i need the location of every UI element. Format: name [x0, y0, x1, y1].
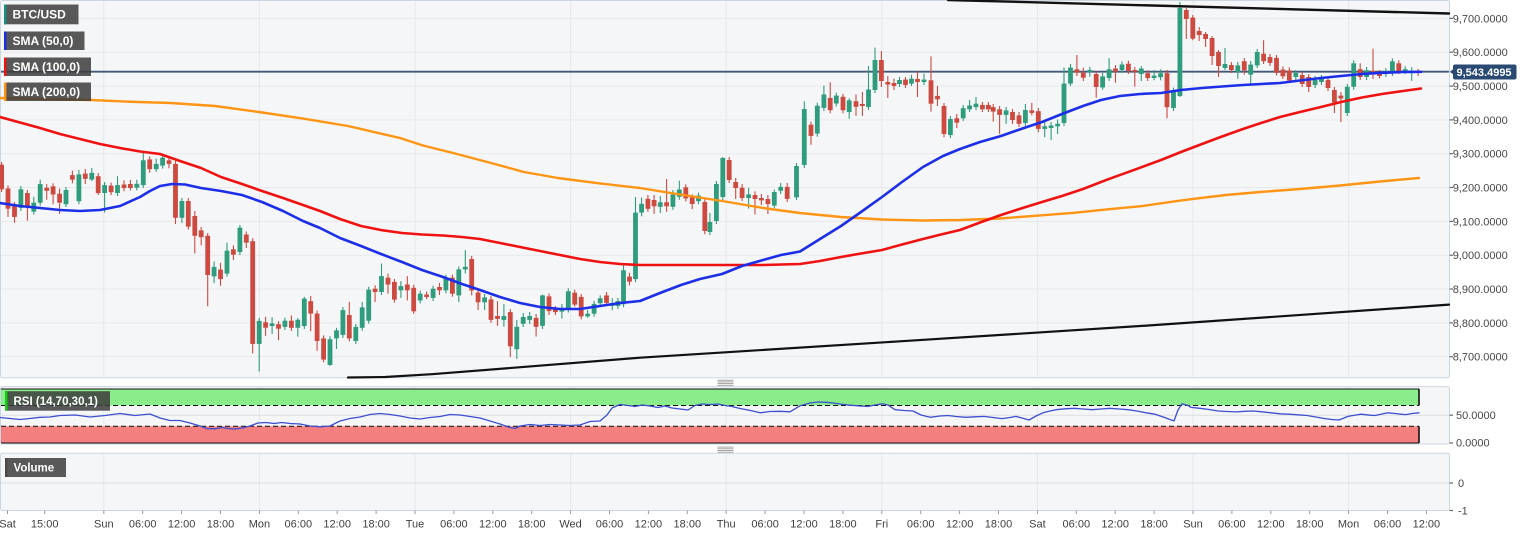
svg-text:8,700.0000: 8,700.0000 [1453, 352, 1508, 364]
svg-text:BTC/USD: BTC/USD [13, 8, 67, 22]
svg-text:06:00: 06:00 [596, 519, 624, 531]
svg-text:-1: -1 [1458, 506, 1468, 518]
svg-text:9,300.0000: 9,300.0000 [1453, 149, 1508, 161]
svg-text:Tue: Tue [406, 519, 425, 531]
svg-text:Volume: Volume [14, 463, 55, 475]
svg-text:Sun: Sun [94, 519, 114, 531]
svg-text:Mon: Mon [1338, 519, 1359, 531]
svg-text:06:00: 06:00 [907, 519, 935, 531]
svg-text:15:00: 15:00 [31, 519, 59, 531]
svg-text:Thu: Thu [717, 519, 736, 531]
svg-text:12:00: 12:00 [946, 519, 974, 531]
svg-text:8,900.0000: 8,900.0000 [1453, 284, 1508, 296]
svg-text:9,543.4995: 9,543.4995 [1457, 67, 1512, 79]
svg-text:Sat: Sat [0, 519, 16, 531]
svg-text:06:00: 06:00 [285, 519, 313, 531]
svg-text:9,600.0000: 9,600.0000 [1453, 47, 1508, 59]
svg-text:0: 0 [1458, 478, 1464, 490]
svg-text:50.0000: 50.0000 [1456, 410, 1496, 422]
svg-text:Mon: Mon [249, 519, 270, 531]
svg-text:18:00: 18:00 [985, 519, 1013, 531]
svg-text:12:00: 12:00 [1257, 519, 1285, 531]
svg-text:06:00: 06:00 [1218, 519, 1246, 531]
svg-text:SMA (200,0): SMA (200,0) [13, 85, 81, 99]
svg-text:06:00: 06:00 [440, 519, 468, 531]
svg-text:RSI (14,70,30,1): RSI (14,70,30,1) [14, 396, 99, 408]
svg-text:8,800.0000: 8,800.0000 [1453, 318, 1508, 330]
svg-text:9,500.0000: 9,500.0000 [1453, 81, 1508, 93]
svg-text:SMA (100,0): SMA (100,0) [13, 60, 81, 74]
svg-text:9,000.0000: 9,000.0000 [1453, 250, 1508, 262]
svg-text:18:00: 18:00 [362, 519, 390, 531]
svg-text:12:00: 12:00 [323, 519, 351, 531]
svg-text:18:00: 18:00 [518, 519, 546, 531]
svg-text:Wed: Wed [559, 519, 581, 531]
svg-text:9,400.0000: 9,400.0000 [1453, 115, 1508, 127]
svg-text:0.0000: 0.0000 [1456, 438, 1490, 450]
svg-text:12:00: 12:00 [1413, 519, 1441, 531]
svg-text:18:00: 18:00 [674, 519, 702, 531]
svg-text:Fri: Fri [875, 519, 888, 531]
svg-text:06:00: 06:00 [1063, 519, 1091, 531]
svg-text:12:00: 12:00 [790, 519, 818, 531]
svg-text:12:00: 12:00 [479, 519, 507, 531]
svg-text:06:00: 06:00 [129, 519, 157, 531]
svg-text:9,100.0000: 9,100.0000 [1453, 216, 1508, 228]
svg-text:18:00: 18:00 [207, 519, 235, 531]
svg-text:9,700.0000: 9,700.0000 [1453, 13, 1508, 25]
svg-text:18:00: 18:00 [1296, 519, 1324, 531]
svg-text:SMA (50,0): SMA (50,0) [13, 34, 74, 48]
svg-text:Sat: Sat [1029, 519, 1046, 531]
svg-text:12:00: 12:00 [168, 519, 196, 531]
svg-text:18:00: 18:00 [829, 519, 857, 531]
svg-text:12:00: 12:00 [1101, 519, 1129, 531]
svg-text:12:00: 12:00 [635, 519, 663, 531]
svg-text:06:00: 06:00 [751, 519, 779, 531]
svg-text:06:00: 06:00 [1374, 519, 1402, 531]
svg-text:9,200.0000: 9,200.0000 [1453, 183, 1508, 195]
svg-text:Sun: Sun [1183, 519, 1203, 531]
svg-text:18:00: 18:00 [1140, 519, 1168, 531]
